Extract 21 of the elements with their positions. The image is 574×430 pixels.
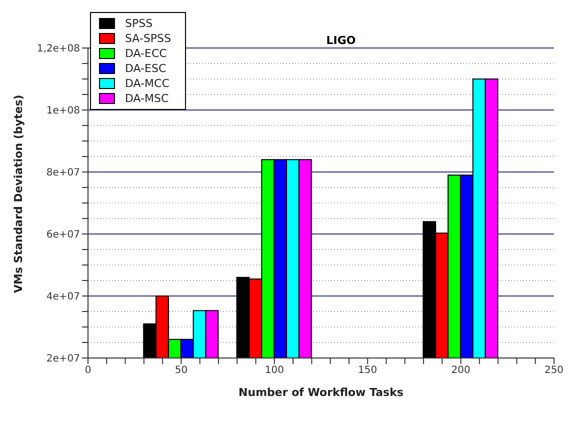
y-tick-label: 8e+07 bbox=[46, 168, 80, 179]
legend-label: DA-ESC bbox=[125, 62, 166, 75]
x-tick-label: 50 bbox=[174, 365, 188, 376]
legend-label: SPSS bbox=[125, 17, 153, 30]
x-tick-label: 200 bbox=[451, 365, 470, 376]
x-tick-label: 250 bbox=[544, 365, 564, 376]
chart-title: LIGO bbox=[326, 34, 356, 47]
legend-label: DA-ECC bbox=[125, 47, 167, 60]
legend-label: DA-MSC bbox=[125, 92, 169, 105]
legend-label: DA-MCC bbox=[125, 77, 170, 90]
y-tick-label: 2e+07 bbox=[46, 354, 80, 365]
legend-label: SA-SPSS bbox=[125, 32, 172, 45]
y-tick-label: 1e+08 bbox=[46, 106, 80, 117]
x-tick-label: 100 bbox=[264, 365, 284, 376]
x-tick-label: 150 bbox=[358, 365, 378, 376]
y-axis-title: VMs Standard Deviation (bytes) bbox=[12, 94, 25, 293]
y-tick-label: 6e+07 bbox=[46, 230, 80, 241]
x-axis-title: Number of Workflow Tasks bbox=[238, 386, 404, 399]
y-tick-label: 1,2e+08 bbox=[36, 44, 80, 55]
y-tick-label: 4e+07 bbox=[46, 292, 80, 303]
x-tick-label: 0 bbox=[84, 365, 92, 376]
